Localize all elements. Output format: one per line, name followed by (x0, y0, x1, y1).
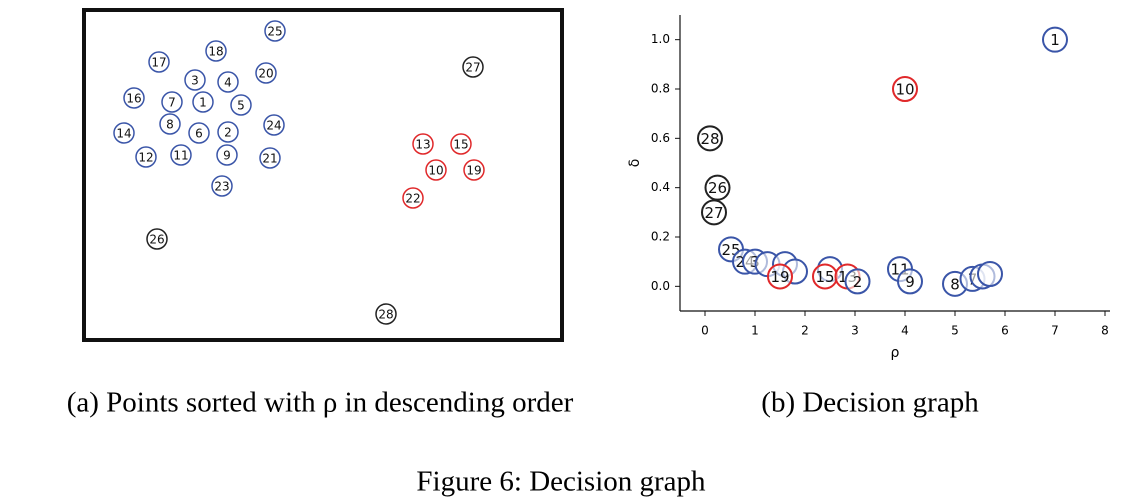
node-label: 22 (405, 192, 420, 206)
point (1042, 26, 1068, 53)
node (188, 122, 210, 144)
node-label: 28 (378, 308, 393, 322)
node-label: 7 (168, 96, 176, 110)
x-tick-label: 8 (1101, 324, 1109, 338)
node-label: 10 (428, 164, 443, 178)
node (450, 133, 472, 155)
node-label: 25 (267, 25, 282, 39)
node (375, 303, 397, 325)
node-label: 1 (199, 96, 207, 110)
node (211, 175, 233, 197)
x-tick-label: 5 (951, 324, 959, 338)
node-label: 2 (224, 126, 232, 140)
panel-a-caption: (a) Points sorted with ρ in descending o… (67, 387, 574, 419)
node-label: 19 (466, 164, 481, 178)
y-tick-label: 0.4 (651, 180, 670, 194)
node-label: 6 (195, 127, 203, 141)
point-label: 27 (704, 204, 723, 222)
y-tick-label: 0.0 (651, 279, 670, 293)
node (205, 40, 227, 62)
node-label: 4 (224, 76, 232, 90)
point-label: 1 (1050, 31, 1060, 49)
node-label: 20 (258, 67, 273, 81)
node (123, 87, 145, 109)
node (184, 69, 206, 91)
node-label: 16 (126, 92, 141, 106)
node-label: 13 (415, 138, 430, 152)
node-label: 3 (191, 74, 199, 88)
x-tick-label: 6 (1001, 324, 1009, 338)
x-tick-label: 2 (801, 324, 809, 338)
node (217, 71, 239, 93)
node-label: 12 (138, 151, 153, 165)
node (230, 94, 252, 116)
node (425, 159, 447, 181)
node-label: 17 (151, 56, 166, 70)
node-label: 8 (166, 118, 174, 132)
node (463, 159, 485, 181)
point-label: 15 (815, 268, 834, 286)
node (113, 122, 135, 144)
point-label: 26 (708, 179, 727, 197)
point-label: 19 (770, 268, 789, 286)
y-tick-label: 0.2 (651, 230, 670, 244)
x-tick-label: 3 (851, 324, 859, 338)
point-label: 2 (853, 273, 863, 291)
node-label: 27 (465, 61, 480, 75)
node-label: 26 (149, 233, 164, 247)
node-label: 18 (208, 45, 223, 59)
node (402, 187, 424, 209)
figure-caption: Figure 6: Decision graph (416, 466, 706, 498)
point-label: 8 (950, 275, 960, 293)
point (897, 268, 923, 295)
point-label: 9 (905, 273, 915, 291)
node-label: 23 (214, 180, 229, 194)
node (192, 91, 214, 113)
node (259, 147, 281, 169)
node (146, 228, 168, 250)
point (977, 261, 1003, 287)
panel-a-frame (82, 8, 564, 342)
point (844, 268, 871, 295)
x-axis-label: ρ (891, 345, 900, 361)
node-label: 5 (237, 99, 245, 113)
node-label: 9 (223, 149, 231, 163)
x-tick-label: 0 (701, 324, 709, 338)
y-axis-label: δ (627, 159, 643, 168)
panel-b-caption: (b) Decision graph (761, 387, 979, 419)
node (462, 56, 484, 78)
node (263, 114, 285, 136)
x-tick-label: 1 (751, 324, 759, 338)
node-label: 11 (173, 149, 188, 163)
y-tick-label: 0.6 (651, 131, 670, 145)
y-tick-label: 1.0 (651, 32, 670, 46)
node-label: 15 (453, 138, 468, 152)
node (159, 113, 181, 135)
node-label: 14 (116, 127, 131, 141)
point (892, 76, 918, 102)
point-label: 28 (700, 130, 719, 148)
point (697, 125, 723, 152)
point-label: 10 (895, 81, 914, 99)
node-label: 24 (266, 119, 281, 133)
node (161, 91, 183, 113)
node-label: 21 (262, 152, 277, 166)
node (255, 62, 277, 84)
y-tick-label: 0.8 (651, 82, 670, 96)
node (170, 144, 192, 166)
node (412, 133, 434, 155)
point (704, 174, 731, 201)
node (148, 51, 170, 73)
x-tick-label: 7 (1051, 324, 1059, 338)
node (264, 20, 286, 42)
x-tick-label: 4 (901, 324, 909, 338)
node (135, 146, 157, 168)
node (216, 144, 238, 166)
point (767, 263, 793, 290)
node (217, 121, 239, 143)
point (701, 199, 727, 226)
